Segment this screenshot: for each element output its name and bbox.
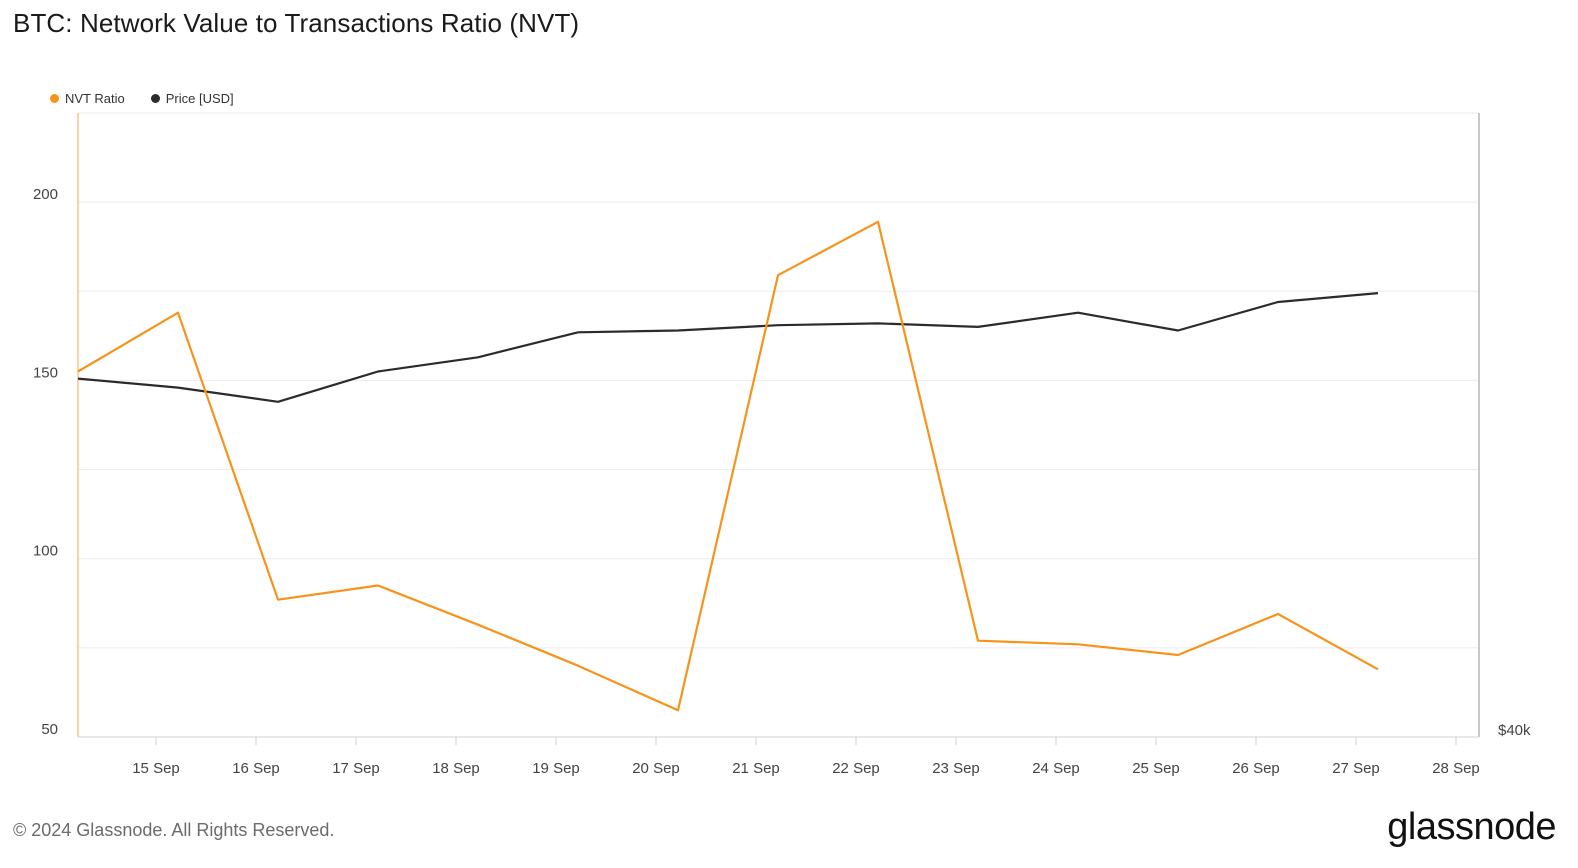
x-tick-label-1: 16 Sep	[232, 760, 280, 777]
x-tick-label-13: 28 Sep	[1432, 760, 1480, 777]
x-tick-label-7: 22 Sep	[832, 760, 880, 777]
y-right-tick-label: $40k	[1498, 722, 1531, 739]
glassnode-logo: glassnode	[1387, 806, 1556, 848]
y-tick-label-200: 200	[33, 186, 58, 203]
legend-dot-nvt-icon	[50, 94, 59, 103]
legend-dot-price-icon	[150, 94, 160, 103]
chart-legend: NVT Ratio Price [USD]	[50, 91, 260, 106]
x-tick-label-2: 17 Sep	[332, 760, 380, 777]
series-line-nvt	[77, 220, 1379, 712]
x-tick-label-4: 19 Sep	[532, 760, 580, 777]
legend-label-price: Price [USD]	[165, 91, 234, 106]
x-tick-label-12: 27 Sep	[1332, 760, 1380, 777]
x-tick-label-0: 15 Sep	[132, 760, 180, 777]
x-tick-label-11: 26 Sep	[1232, 760, 1280, 777]
x-tick-label-10: 25 Sep	[1132, 760, 1180, 777]
series-line-price	[77, 292, 1379, 403]
copyright-footer: © 2024 Glassnode. All Rights Reserved.	[13, 820, 335, 840]
y-tick-label-100: 100	[33, 543, 58, 560]
x-tick-label-9: 24 Sep	[1032, 760, 1080, 777]
legend-item-nvt[interactable]: NVT Ratio	[50, 91, 125, 106]
x-tick-label-6: 21 Sep	[732, 760, 780, 777]
legend-item-price[interactable]: Price [USD]	[150, 91, 234, 106]
x-tick-label-3: 18 Sep	[432, 760, 480, 777]
x-tick-label-5: 20 Sep	[632, 760, 680, 777]
chart-title: BTC: Network Value to Transactions Ratio…	[13, 8, 580, 38]
legend-label-nvt: NVT Ratio	[65, 91, 125, 106]
y-tick-label-150: 150	[33, 364, 58, 381]
y-tick-label-50: 50	[41, 721, 58, 738]
x-tick-label-8: 23 Sep	[932, 760, 980, 777]
